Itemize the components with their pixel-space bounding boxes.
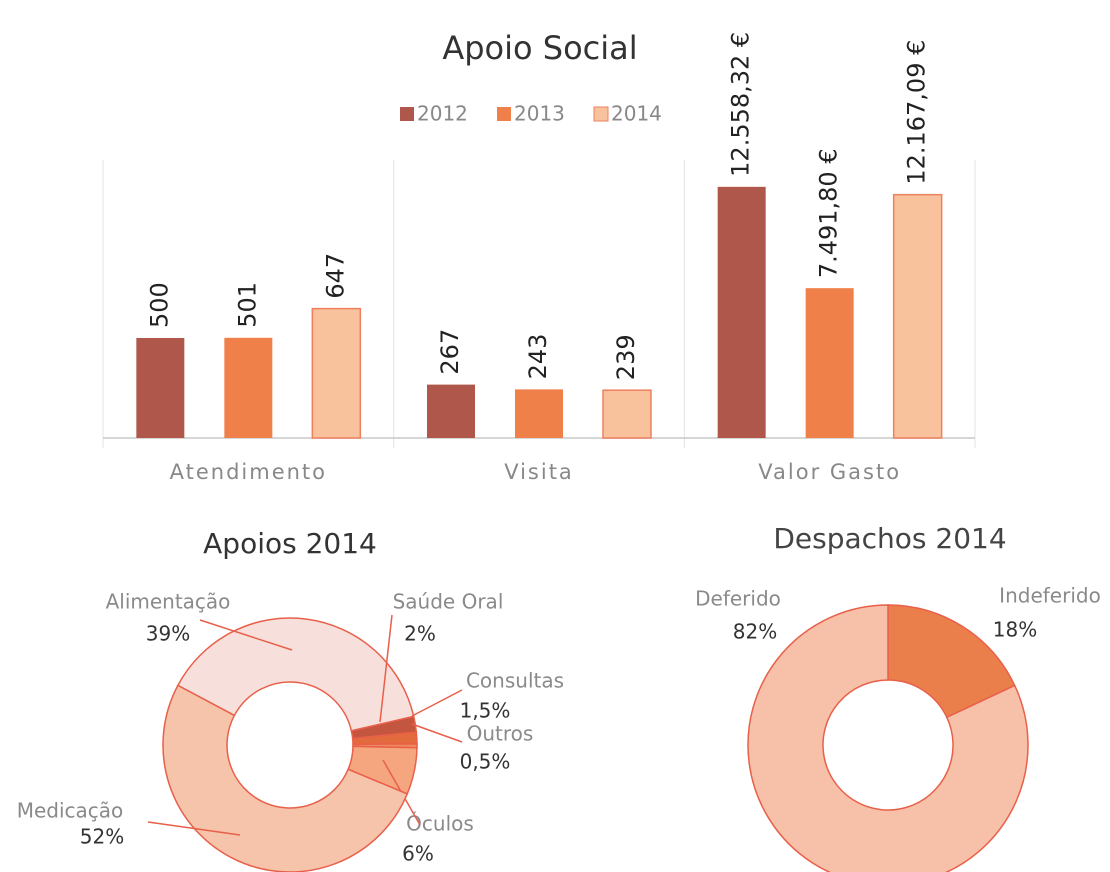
value-label: 239 [612, 334, 640, 380]
bar [311, 307, 362, 439]
slice-label: Outros [467, 722, 534, 746]
slice-label: Consultas [466, 669, 564, 693]
value-label: 501 [233, 282, 261, 328]
slice-value: 82% [733, 620, 777, 644]
value-label: 647 [321, 253, 349, 299]
legend-swatch [497, 107, 511, 121]
pie-slice [887, 604, 1016, 719]
pie-slice [162, 684, 409, 872]
bar [805, 288, 854, 438]
leader-line [147, 821, 241, 836]
slice-value: 52% [80, 825, 124, 849]
bar [224, 337, 273, 438]
legend-label: 2012 [417, 102, 468, 126]
pie-slice [747, 604, 1029, 872]
slice-label: Indeferido [999, 584, 1101, 608]
slice-label: Medicação [17, 799, 124, 823]
bar [717, 186, 766, 438]
slice-value: 18% [993, 618, 1037, 642]
bar [892, 193, 943, 439]
legend-label: 2013 [514, 102, 565, 126]
x-tick-label: Valor Gasto [758, 460, 901, 484]
leader-line [411, 689, 463, 717]
value-label: 7.491,80 € [815, 148, 843, 278]
x-tick-label: Visita [504, 460, 574, 484]
leader-line [379, 614, 393, 723]
pie-title: Despachos 2014 [773, 522, 1006, 555]
bar [136, 338, 185, 438]
slice-value: 6% [402, 842, 434, 866]
slice-value: 0,5% [460, 750, 511, 774]
bar [427, 384, 475, 438]
bar [515, 389, 563, 438]
slice-label: Óculos [406, 812, 474, 836]
slice-label: Deferido [695, 587, 781, 611]
x-tick-label: Atendimento [170, 460, 327, 484]
slice-label: Saúde Oral [393, 590, 504, 614]
slice-value: 39% [146, 622, 190, 646]
slice-label: Alimentação [106, 590, 231, 614]
pie-title: Apoios 2014 [203, 527, 377, 560]
slice-value: 1,5% [460, 699, 511, 723]
bar [602, 389, 652, 439]
legend-label: 2014 [611, 102, 662, 126]
value-label: 243 [524, 334, 552, 380]
value-label: 500 [145, 282, 173, 328]
value-label: 12.167,09 € [903, 40, 931, 185]
value-label: 267 [436, 329, 464, 375]
leader-line [411, 723, 463, 743]
legend-swatch [400, 107, 414, 121]
slice-value: 2% [404, 622, 436, 646]
legend-swatch [593, 106, 609, 122]
value-label: 12.558,32 € [727, 32, 755, 177]
leader-line [199, 619, 293, 651]
pie-slice [176, 617, 415, 732]
chart-title: Apoio Social [442, 29, 637, 67]
